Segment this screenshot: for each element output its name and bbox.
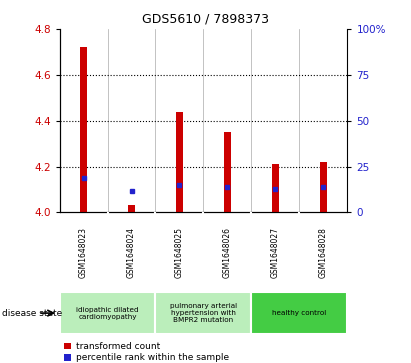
Text: GDS5610 / 7898373: GDS5610 / 7898373 [142,13,269,26]
Bar [128,205,135,212]
Bar [155,292,252,334]
Text: GSM1648023: GSM1648023 [79,227,88,278]
Legend: transformed count, percentile rank within the sample: transformed count, percentile rank withi… [64,342,229,362]
Bar [80,47,87,212]
Text: GSM1648024: GSM1648024 [127,227,136,278]
Text: GSM1648025: GSM1648025 [175,227,184,278]
Bar [60,292,155,334]
Bar [224,132,231,212]
Bar [252,292,347,334]
Text: idiopathic dilated
cardiomyopathy: idiopathic dilated cardiomyopathy [76,307,139,319]
Text: GSM1648026: GSM1648026 [223,227,232,278]
Text: disease state: disease state [2,309,62,318]
Bar [176,111,183,212]
Bar [272,164,279,212]
Text: GSM1648027: GSM1648027 [271,227,280,278]
Text: healthy control: healthy control [272,310,326,316]
Bar [320,162,327,212]
Text: pulmonary arterial
hypertension with
BMPR2 mutation: pulmonary arterial hypertension with BMP… [170,303,237,323]
Text: GSM1648028: GSM1648028 [319,227,328,278]
